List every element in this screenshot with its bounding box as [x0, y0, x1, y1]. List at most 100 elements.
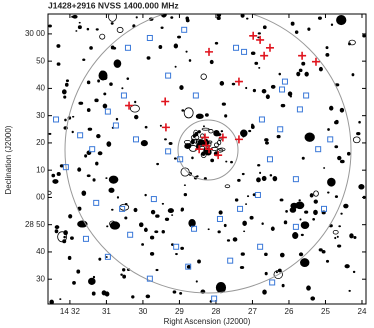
contour-blob — [332, 229, 339, 235]
square-marker — [237, 205, 244, 212]
contour-blob — [264, 138, 269, 142]
contour-blob — [95, 161, 99, 166]
contour-blob — [202, 125, 205, 128]
contour-blob — [144, 125, 148, 129]
square-marker — [281, 78, 288, 85]
contour-blob — [250, 51, 256, 56]
contour-blob — [275, 270, 278, 274]
contour-blob — [217, 230, 221, 234]
contour-blob — [232, 237, 238, 242]
contour-blob — [78, 101, 84, 105]
square-marker — [327, 136, 334, 143]
contour-blob — [318, 66, 323, 72]
contour-blob — [81, 190, 87, 196]
cross-marker — [218, 133, 227, 142]
contour-blob — [63, 235, 66, 239]
contour-blob — [116, 26, 124, 33]
contour-blob — [56, 44, 61, 48]
contour-blob — [150, 209, 156, 215]
contour-blob — [203, 177, 207, 181]
contour-blob — [215, 282, 227, 294]
contour-blob — [237, 178, 241, 182]
contour-blob — [346, 151, 351, 156]
square-marker — [292, 223, 299, 230]
contour-blob — [140, 140, 148, 147]
x-tick-label: 29 — [175, 307, 184, 316]
contour-blob — [310, 296, 316, 301]
contour-blob — [57, 231, 68, 243]
contour-blob — [156, 162, 160, 166]
square-marker — [233, 44, 240, 51]
contour-blob — [146, 56, 151, 60]
contour-blob — [240, 129, 248, 137]
contour-blob — [116, 196, 120, 199]
contour-blob — [261, 175, 267, 182]
contour-blob — [224, 184, 231, 189]
contour-blob — [287, 91, 293, 97]
square-marker — [104, 253, 111, 260]
contour-blob — [290, 202, 298, 209]
contour-blob — [179, 291, 183, 295]
square-marker — [181, 26, 188, 33]
contour-blob — [300, 221, 310, 229]
contour-blob — [120, 273, 123, 276]
contour-blob — [226, 239, 231, 242]
x-tick-label: 14 32 — [60, 307, 81, 316]
contour-blob — [200, 151, 207, 159]
contour-blob — [70, 236, 74, 240]
contour-blob — [298, 252, 304, 257]
cross-marker — [161, 123, 170, 132]
contour-blob — [171, 214, 174, 216]
y-tick-label: 30 — [36, 111, 45, 120]
contour-blob — [338, 225, 341, 228]
contour-blob — [358, 120, 361, 124]
contour-blob — [64, 118, 67, 122]
contour-blob — [86, 80, 91, 85]
contour-blob — [102, 103, 108, 109]
contour-blob — [240, 252, 245, 256]
contour-blob — [312, 217, 316, 221]
contour-blob — [86, 108, 91, 112]
contour-blob — [173, 43, 179, 49]
contour-blob — [86, 174, 91, 178]
contour-blob — [84, 154, 88, 158]
contour-blob — [264, 141, 269, 145]
cross-marker — [298, 51, 307, 60]
y-tick-label: 40 — [36, 84, 45, 93]
contour-blob — [307, 27, 311, 31]
contour-blob — [188, 143, 192, 147]
contour-blob — [92, 178, 96, 182]
contour-blob — [279, 252, 285, 258]
x-tick-label: 25 — [321, 307, 330, 316]
square-marker — [277, 126, 284, 133]
x-tick-label: 26 — [285, 307, 294, 316]
contour-blob — [280, 103, 286, 108]
contour-blob — [183, 193, 188, 197]
square-marker — [296, 106, 303, 113]
contour-blob — [106, 225, 109, 228]
contour-blob — [183, 184, 186, 186]
contour-blob — [77, 25, 82, 30]
contour-blob — [185, 50, 188, 53]
contour-blob — [218, 210, 223, 215]
contour-blob — [296, 71, 301, 77]
contour-blob — [224, 114, 228, 118]
contour-blob — [306, 285, 311, 291]
contour-blob — [216, 16, 221, 20]
square-marker — [112, 122, 119, 129]
x-axis-label: Right Ascension (J2000) — [164, 317, 251, 326]
contour-blob — [313, 199, 318, 204]
contour-blob — [121, 87, 124, 90]
square-marker — [119, 205, 126, 212]
contour-blob — [143, 227, 148, 233]
square-marker — [165, 72, 172, 79]
contour-blob — [124, 202, 128, 206]
contour-blob — [113, 59, 122, 68]
contour-blob — [183, 107, 194, 119]
contour-blob — [155, 268, 159, 272]
cross-marker — [125, 101, 134, 110]
contour-blob — [48, 132, 52, 135]
contour-blob — [94, 98, 99, 103]
contour-blob — [173, 157, 177, 160]
